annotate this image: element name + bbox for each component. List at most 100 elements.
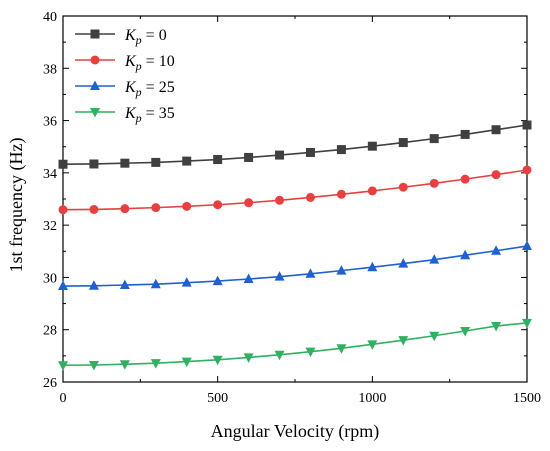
data-point [398,182,408,192]
data-point [243,353,254,363]
data-point [89,159,99,169]
data-point [120,204,130,214]
data-point [336,265,347,275]
data-point [367,261,378,272]
data-point [460,129,470,139]
data-point [213,155,223,165]
data-point [336,344,347,354]
series-1 [58,165,532,215]
data-point [305,347,316,358]
data-point [491,170,501,180]
data-point [182,156,192,166]
y-tick-label: 36 [43,115,57,130]
y-tick-label: 32 [43,219,57,234]
x-tick-label: 1500 [513,391,541,406]
legend-marker [90,108,100,118]
y-tick-label: 26 [43,376,57,391]
data-point [460,174,470,184]
data-point [460,249,471,260]
data-point [460,327,471,337]
series-line [62,124,528,166]
data-point [151,157,161,167]
data-point [182,201,192,211]
data-point [522,165,532,175]
data-point [491,322,502,332]
data-point [522,120,532,130]
data-point [88,361,99,371]
y-tick-label: 34 [43,167,57,182]
series-3 [58,318,532,371]
data-point [212,355,223,366]
y-tick-label: 38 [43,62,57,77]
data-point [243,273,254,283]
data-point [429,331,440,342]
legend-entry: Kp = 25 [75,79,175,99]
series-line [62,245,528,287]
data-point [58,205,68,215]
axes: 0 500 1000 1500 26 28 30 32 34 36 38 40 [43,10,541,406]
data-point [151,203,161,213]
series-line [62,169,528,211]
data-point [398,138,408,148]
x-tick-label: 1000 [358,391,386,406]
data-point [429,178,439,188]
data-point [58,159,68,169]
data-point [119,279,130,290]
legend-label: Kp = 10 [124,53,175,73]
data-point [274,350,285,361]
data-point [244,198,254,208]
data-point [150,278,161,289]
legend-entry: Kp = 35 [75,105,175,125]
data-point [336,145,346,155]
data-point [429,134,439,144]
legend-entry: Kp = 10 [75,53,175,73]
data-point [398,336,409,346]
legend-marker [90,55,100,65]
data-point [398,258,409,268]
data-point [491,245,502,255]
x-axis-label: Angular Velocity (rpm) [211,421,380,442]
y-tick-label: 30 [43,271,57,286]
legend: Kp = 0 Kp = 10 Kp = 25 Kp = 35 [75,27,175,125]
legend-entry: Kp = 0 [75,27,167,47]
y-tick-label: 28 [43,324,57,339]
data-point [181,357,192,368]
data-point [367,186,377,196]
data-point [58,280,68,291]
data-point [429,254,440,264]
legend-label: Kp = 0 [124,27,167,47]
data-point [275,195,285,205]
data-point [522,318,532,329]
data-point [181,277,192,287]
data-point [305,268,316,278]
series-2 [58,240,532,291]
data-point [58,361,68,371]
legend-label: Kp = 25 [124,79,175,99]
x-tick-label: 500 [207,391,228,406]
data-point [336,189,346,199]
data-point [88,280,99,290]
data-point [367,141,377,151]
y-tick-label: 40 [43,10,57,25]
data-point [244,152,254,162]
data-point [89,204,99,214]
data-point [305,192,315,202]
y-axis-label: 1st frequency (Hz) [6,138,27,273]
data-point [274,271,285,281]
data-point [120,158,130,168]
series-line [62,322,528,367]
data-point [367,340,378,350]
legend-marker [90,29,100,39]
data-point [212,275,223,286]
data-point [119,360,130,370]
series-0 [58,120,532,169]
data-point [491,125,501,135]
series-layer [58,120,532,371]
x-tick-label: 0 [60,391,67,406]
data-point [522,240,532,251]
data-point [150,359,161,369]
data-point [305,147,315,157]
legend-marker [90,80,100,90]
data-point [275,150,285,160]
